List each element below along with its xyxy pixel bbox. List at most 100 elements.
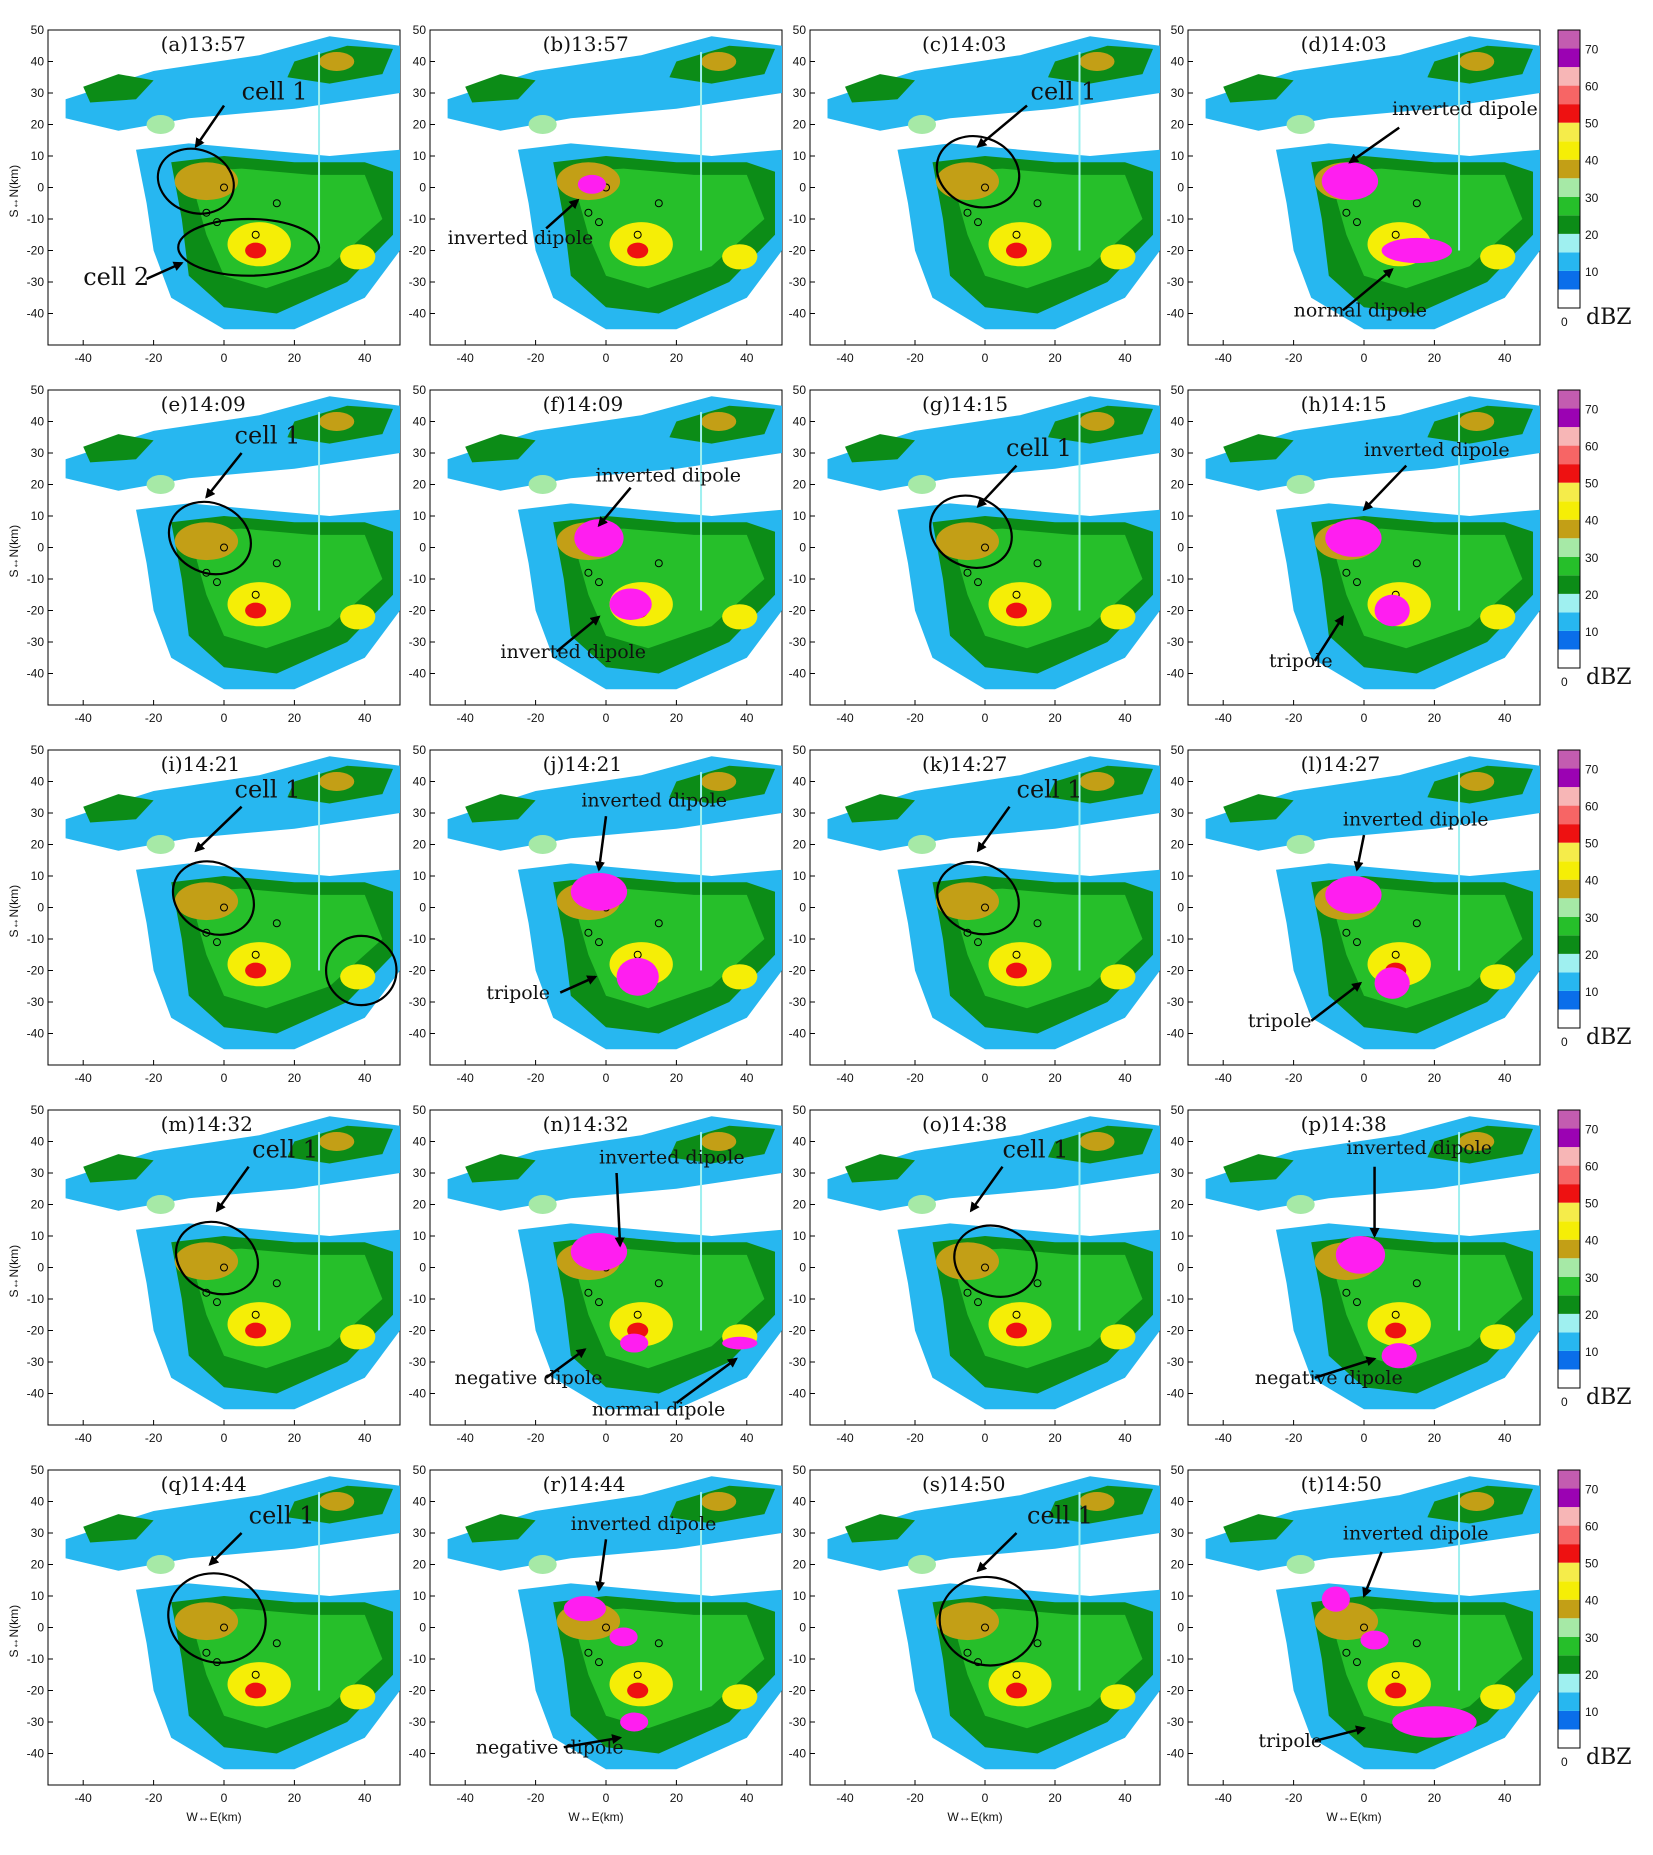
- panel-title: (f)14:09: [543, 392, 624, 416]
- station-marker: [974, 938, 982, 947]
- y-tick-label: 40: [793, 55, 807, 69]
- annotation-label: inverted dipole: [1343, 1522, 1489, 1544]
- y-tick-label: -20: [1167, 964, 1185, 978]
- annotation-label: tripole: [1258, 1730, 1322, 1752]
- x-tick-label: 20: [1428, 1791, 1442, 1805]
- colorbar-swatch: [1558, 1618, 1580, 1637]
- colorbar-swatch: [1558, 427, 1580, 446]
- y-tick-label: -30: [1167, 635, 1185, 649]
- panel-s1450: 50 40 30 20 10 0 -10 -20 -30 -40 -40 -20 0 20 40 W↔E(km…: [789, 1463, 1161, 1824]
- y-tick-label: 20: [793, 118, 807, 132]
- y-tick-label: -30: [1167, 995, 1185, 1009]
- x-tick-label: -20: [906, 1071, 924, 1085]
- annotation-label: cell 1: [235, 422, 301, 450]
- echo-core: [245, 1322, 267, 1339]
- colorbar-tick-label: 50: [1585, 477, 1599, 491]
- y-tick-label: 40: [1171, 55, 1185, 69]
- colorbar-swatch: [1558, 501, 1580, 520]
- y-tick-label: -10: [1167, 572, 1185, 586]
- station-marker: [1012, 950, 1021, 959]
- y-tick-label: -20: [27, 964, 45, 978]
- station-marker: [212, 578, 221, 587]
- y-tick-label: -20: [789, 1324, 807, 1338]
- annotation-arrow: [545, 1348, 587, 1379]
- y-tick-label: -30: [1167, 1715, 1185, 1729]
- lightning-source: [1360, 1630, 1389, 1650]
- panel-c1403: 50 40 30 20 10 0 -10 -20 -30 -40 -40 -20 0 20 40 (c)14:…: [789, 23, 1161, 365]
- x-tick-label: -40: [1215, 1791, 1233, 1805]
- echo-core: [908, 1555, 936, 1574]
- y-tick-label: 40: [793, 415, 807, 429]
- echo-region: [845, 74, 915, 103]
- colorbar-frame: [1557, 1469, 1581, 1749]
- colorbar-tick-label: 40: [1585, 1234, 1599, 1248]
- x-tick-label: -20: [527, 711, 545, 725]
- y-tick-label: 40: [793, 1135, 807, 1149]
- y-tick-label: 20: [413, 1198, 427, 1212]
- station-marker: [272, 919, 281, 928]
- echo-core: [1100, 964, 1136, 990]
- annotation-arrow: [1314, 1356, 1377, 1379]
- y-tick-label: 10: [1171, 869, 1185, 883]
- annotation-label: cell 1: [1003, 1135, 1069, 1163]
- y-tick-label: 20: [413, 1558, 427, 1572]
- x-tick-label: 40: [1498, 1071, 1512, 1085]
- echo-core: [1079, 1492, 1115, 1511]
- y-tick-label: 10: [413, 1589, 427, 1603]
- colorbar-unit: dBZ: [1586, 1385, 1632, 1410]
- colorbars-layer: 10 20 30 40 50 60 70 0 dBZ 10 20 30 40 50 60 70 0 dBZ 10 20…: [1557, 29, 1632, 1770]
- y-tick-label: 10: [31, 1589, 45, 1603]
- y-tick-label: -10: [1167, 932, 1185, 946]
- y-tick-label: -20: [27, 604, 45, 618]
- x-tick-label: 20: [1048, 1071, 1062, 1085]
- y-tick-label: -10: [27, 1292, 45, 1306]
- x-tick-label: 40: [740, 711, 754, 725]
- echo-core: [340, 604, 376, 630]
- annotation-arrow: [597, 486, 632, 527]
- echo-region: [465, 794, 536, 823]
- x-tick-label: 20: [288, 1071, 302, 1085]
- echo-core: [319, 772, 355, 791]
- y-tick-label: -10: [1167, 212, 1185, 226]
- x-tick-label: -40: [836, 1071, 854, 1085]
- y-tick-label: 0: [799, 181, 806, 195]
- y-tick-label: 30: [413, 446, 427, 460]
- colorbar-tick-label: 60: [1585, 80, 1599, 94]
- y-tick-label: -30: [27, 1715, 45, 1729]
- echo-core: [528, 1555, 557, 1574]
- echo-core: [245, 242, 267, 259]
- echo-region: [465, 74, 536, 103]
- station-marker: [594, 578, 603, 587]
- y-tick-label: 40: [1171, 1135, 1185, 1149]
- reflectivity-field: [447, 396, 782, 690]
- station-marker: [220, 543, 228, 552]
- echo-core: [340, 1684, 376, 1710]
- y-tick-label: 20: [413, 118, 427, 132]
- colorbar-unit: dBZ: [1586, 665, 1632, 690]
- colorbar-tick-label: 60: [1585, 1160, 1599, 1174]
- y-tick-label: 20: [793, 478, 807, 492]
- station-marker: [594, 218, 603, 227]
- station-marker: [584, 928, 593, 937]
- y-tick-label: -20: [409, 1684, 427, 1698]
- annotation-label: tripole: [486, 982, 550, 1004]
- colorbar-swatch: [1558, 233, 1580, 253]
- echo-core: [528, 1195, 557, 1214]
- x-tick-label: 0: [603, 1791, 610, 1805]
- y-tick-label: 50: [413, 1463, 427, 1477]
- echo-region: [845, 1154, 915, 1183]
- colorbar-swatch: [1558, 1729, 1580, 1748]
- colorbar: 10 20 30 40 50 60 70 0 dBZ: [1557, 1109, 1632, 1410]
- station-marker: [1412, 559, 1421, 568]
- echo-region: [83, 1514, 154, 1543]
- panel-title: (k)14:27: [922, 752, 1007, 776]
- y-tick-label: -40: [27, 307, 45, 321]
- colorbar-swatch: [1558, 575, 1580, 594]
- y-tick-label: -30: [27, 635, 45, 649]
- y-tick-label: -30: [789, 1355, 807, 1369]
- lightning-source: [1392, 1706, 1477, 1738]
- y-tick-label: 40: [413, 1135, 427, 1149]
- colorbar-swatch: [1558, 1128, 1580, 1148]
- y-tick-label: 50: [1171, 1103, 1185, 1117]
